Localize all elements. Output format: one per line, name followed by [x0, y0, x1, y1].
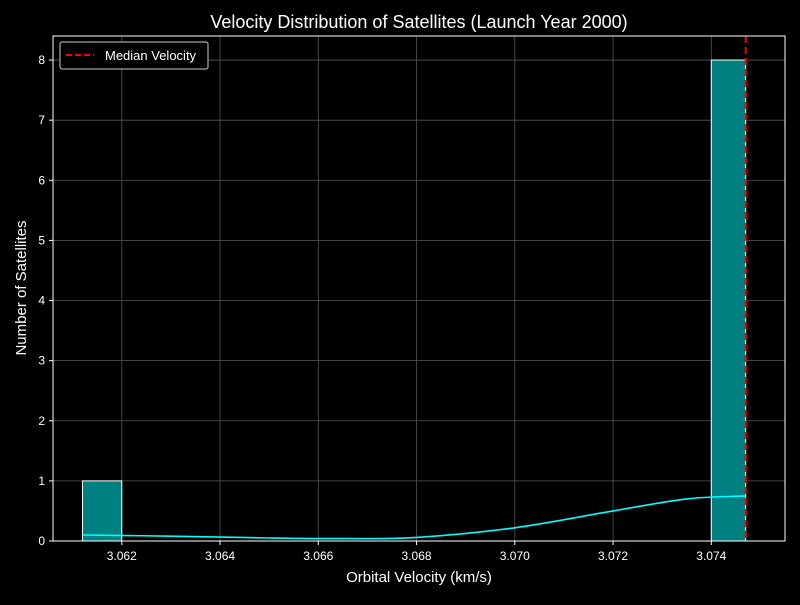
y-ticks: 0 1 2 3 4 5 6 7 8 — [38, 53, 53, 548]
histogram-bar — [81, 480, 123, 542]
y-tick-label: 0 — [38, 534, 45, 548]
legend-median-label: Median Velocity — [105, 48, 197, 63]
x-tick-label: 3.064 — [205, 549, 235, 563]
x-tick-label: 3.066 — [303, 549, 333, 563]
legend-box — [59, 41, 209, 70]
chart-title: Velocity Distribution of Satellites (Lau… — [210, 12, 627, 32]
x-tick-label: 3.070 — [500, 549, 530, 563]
kde-layer — [82, 495, 746, 540]
x-ticks: 3.062 3.064 3.066 3.068 3.070 3.072 3.074 — [107, 541, 727, 563]
y-tick-label: 3 — [38, 354, 45, 368]
y-tick-label: 7 — [38, 113, 45, 127]
y-tick-label: 1 — [38, 474, 45, 488]
plot-frame — [52, 35, 786, 542]
y-tick-label: 8 — [38, 53, 45, 67]
x-tick-label: 3.068 — [402, 549, 432, 563]
y-tick-label: 2 — [38, 414, 45, 428]
histogram-bar — [710, 59, 747, 542]
y-tick-label: 4 — [38, 294, 45, 308]
x-axis-label: Orbital Velocity (km/s) — [346, 569, 492, 586]
kde-curve — [82, 495, 746, 540]
y-tick-label: 5 — [38, 233, 45, 247]
y-axis-label: Number of Satellites — [13, 220, 30, 355]
legend: Median Velocity — [59, 41, 209, 70]
x-tick-label: 3.072 — [598, 549, 628, 563]
bars-layer — [81, 59, 747, 542]
x-tick-label: 3.062 — [107, 549, 137, 563]
x-tick-label: 3.074 — [696, 549, 726, 563]
y-tick-label: 6 — [38, 173, 45, 187]
